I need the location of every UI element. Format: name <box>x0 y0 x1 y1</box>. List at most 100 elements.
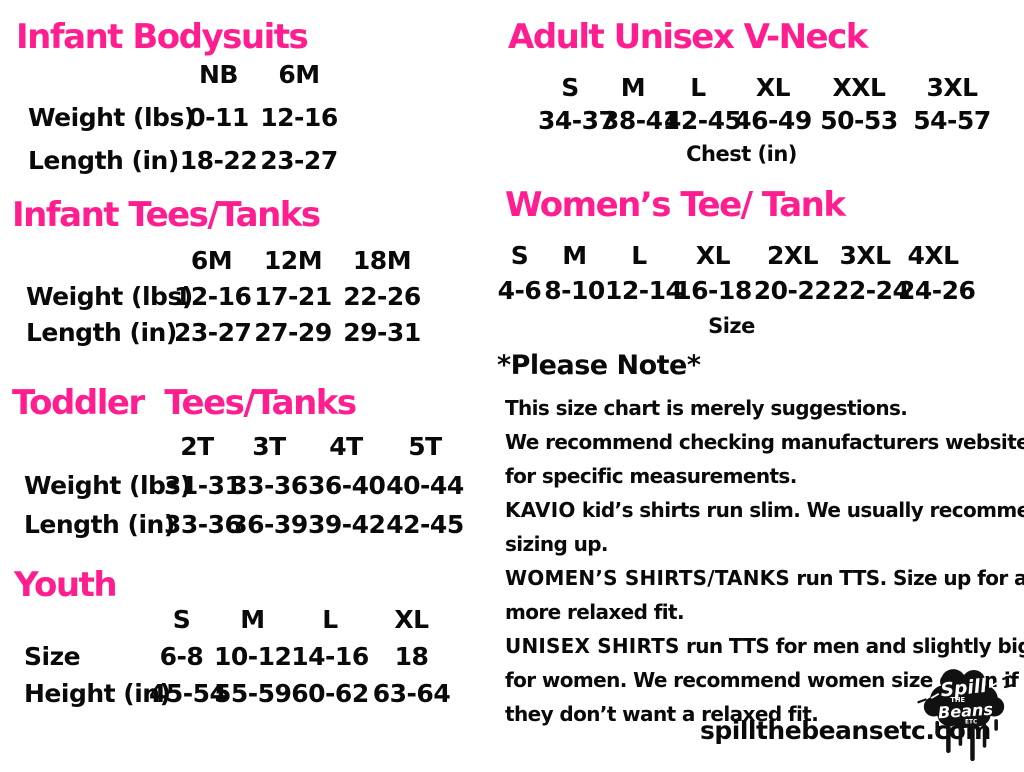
note-bold-segment: UNISEX SHIRTS <box>505 634 680 658</box>
note-line: sizing up. <box>505 527 1024 561</box>
size-column-header: XL <box>394 605 429 635</box>
size-value: 17-21 <box>254 282 332 312</box>
size-column-header: 2T <box>180 432 214 462</box>
size-value: 31-31 <box>164 471 242 501</box>
size-column-header: 6M <box>190 246 233 276</box>
section-title-adult-vneck: Adult Unisex V-Neck <box>508 17 868 57</box>
size-value: 27-29 <box>254 318 332 348</box>
row-label: Weight (lbs) <box>24 471 191 501</box>
size-column-header: 4T <box>329 432 363 462</box>
toddler-tees-table: 2T 3T 4T 5T Weight (lbs) 31-31 33-36 36-… <box>24 432 466 540</box>
size-column-header: L <box>631 241 647 271</box>
section-notes: *Please Note* This size chart is merely … <box>497 350 1024 731</box>
note-text-segment: run TTS. Size up for a <box>789 566 1024 590</box>
size-value: 12-14 <box>605 276 683 306</box>
note-text-segment: for specific measurements. <box>505 464 797 488</box>
row-label: Weight (lbs) <box>26 282 193 312</box>
size-column-header: S <box>561 73 579 103</box>
note-line: for specific measurements. <box>505 459 1024 493</box>
note-line: This size chart is merely suggestions. <box>505 391 1024 425</box>
spacer-cell <box>24 432 164 462</box>
size-value: 34-37 <box>538 106 616 136</box>
size-value: 0-11 <box>188 103 249 133</box>
notes-body: This size chart is merely suggestions. W… <box>505 391 1024 731</box>
size-value: 24-26 <box>898 276 976 306</box>
size-column-header: XL <box>695 241 731 271</box>
size-value: 14-16 <box>291 642 369 672</box>
section-adult-vneck: Adult Unisex V-Neck S M L XL XXL 3XL 34-… <box>508 18 1000 169</box>
size-value: 60-62 <box>291 679 369 709</box>
section-title-infant-tees: Infant Tees/Tanks <box>12 195 321 235</box>
womens-tee-table: S M L XL 2XL 3XL 4XL 4-6 8-10 12-14 16-1… <box>495 241 976 341</box>
size-column-header: M <box>620 73 646 103</box>
size-value: 4-6 <box>497 276 542 306</box>
size-value: 12-16 <box>260 103 338 133</box>
note-text-segment: We recommend checking manufacturers webs… <box>505 430 1024 454</box>
size-value: 55-59 <box>214 679 292 709</box>
size-value: 10-12 <box>214 642 292 672</box>
note-line: KAVIO kid’s shirts run slim. We usually … <box>505 493 1024 527</box>
row-label: Length (in) <box>28 146 179 176</box>
size-value: 39-42 <box>308 510 386 540</box>
section-toddler-tees: Toddler Tees/Tanks 2T 3T 4T 5T Weight (l… <box>12 384 466 540</box>
size-value: 33-36 <box>230 471 308 501</box>
size-column-header: 4XL <box>907 241 959 271</box>
note-line: they don’t want a relaxed fit. <box>505 697 1024 731</box>
size-column-header: S <box>172 605 191 635</box>
size-column-header: XXL <box>832 73 886 103</box>
size-value: 20-22 <box>753 276 832 306</box>
size-value: 46-49 <box>734 106 812 136</box>
size-value: 63-64 <box>372 679 451 709</box>
section-title-youth: Youth <box>14 565 118 605</box>
logo-word-etc: ETC <box>965 720 977 726</box>
note-text-segment: they don’t want a relaxed fit. <box>505 702 819 726</box>
size-column-header: XL <box>755 73 791 103</box>
note-line: We recommend checking manufacturers webs… <box>505 425 1024 459</box>
logo-word-spill: Spill <box>940 676 989 702</box>
row-label: Length (in) <box>26 318 177 348</box>
row-label: Weight (lbs) <box>28 103 195 133</box>
section-infant-tees: Infant Tees/Tanks 6M 12M 18M Weight (lbs… <box>12 196 427 348</box>
size-value: 6-8 <box>159 642 204 672</box>
axis-label: Size <box>708 314 755 339</box>
size-value: 23-27 <box>260 146 338 176</box>
infant-tees-table: 6M 12M 18M Weight (lbs) 12-16 17-21 22-2… <box>26 246 427 348</box>
size-column-header: M <box>240 605 265 635</box>
size-column-header: 2XL <box>766 241 819 271</box>
row-label: Size <box>24 642 81 672</box>
size-value: 18 <box>394 642 429 672</box>
size-value: 42-45 <box>664 106 742 136</box>
size-column-header: S <box>510 241 529 271</box>
size-value: 38-41 <box>602 106 680 136</box>
spacer-cell <box>24 605 149 635</box>
size-value: 12-16 <box>174 282 252 312</box>
note-text-segment: This size chart is merely suggestions. <box>505 396 908 420</box>
logo-graphic: Spill THE Beans ETC <box>917 669 1014 762</box>
size-value: 16-18 <box>674 276 752 306</box>
note-bold-segment: KAVIO <box>505 498 576 522</box>
logo-word-beans: Beans <box>937 700 993 723</box>
note-bold-segment: WOMEN’S SHIRTS/TANKS <box>505 566 790 590</box>
size-value: 22-26 <box>343 282 421 312</box>
infant-bodysuits-table: NB 6M Weight (lbs) 0-11 12-16 Length (in… <box>28 60 339 176</box>
size-value: 8-10 <box>544 276 605 306</box>
note-text-segment: for women. We recommend women size down … <box>505 668 1019 692</box>
size-column-header: 3XL <box>839 241 891 271</box>
row-label: Height (in) <box>24 679 171 709</box>
size-column-header: L <box>690 73 706 103</box>
size-value: 33-36 <box>164 510 242 540</box>
notes-title: *Please Note* <box>497 350 701 381</box>
axis-label: Chest (in) <box>686 142 797 167</box>
section-womens-tee: Women’s Tee/ Tank S M L XL 2XL 3XL 4XL 4… <box>498 186 976 341</box>
size-value: 18-22 <box>179 146 258 176</box>
size-column-header: 6M <box>278 60 320 90</box>
size-column-header: 12M <box>263 246 323 276</box>
note-line: UNISEX SHIRTS run TTS for men and slight… <box>505 629 1024 663</box>
spill-the-beans-logo: Spill THE Beans ETC <box>914 656 1014 768</box>
size-value: 42-45 <box>386 510 464 540</box>
note-line: WOMEN’S SHIRTS/TANKS run TTS. Size up fo… <box>505 561 1024 595</box>
size-column-header: 18M <box>352 246 412 276</box>
size-value: 36-40 <box>308 471 386 501</box>
size-value: 50-53 <box>820 106 898 136</box>
